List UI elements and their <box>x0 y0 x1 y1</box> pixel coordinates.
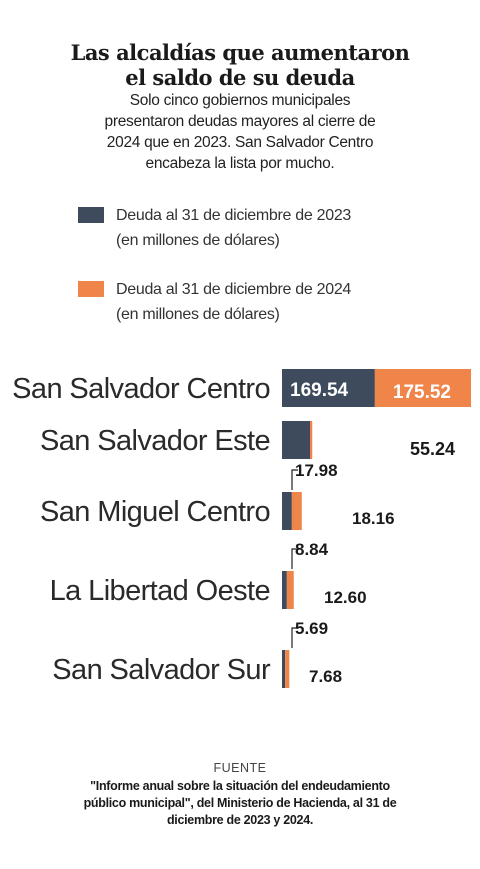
legend-label-2023: Deuda al 31 de diciembre de 2023 (en mil… <box>116 207 352 249</box>
value-label-2024-san-salvador-centro: 175.52 <box>393 382 451 403</box>
source-line-3: diciembre de 2023 y 2024. <box>166 813 314 827</box>
leader-line-2023-la-libertad-oeste <box>291 548 298 569</box>
chart-subtitle: Solo cinco gobiernos municipales present… <box>60 90 420 174</box>
bar-2023-san-salvador-sur <box>282 650 286 688</box>
category-label-la-libertad-oeste: La Libertad Oeste <box>50 575 270 607</box>
legend-label-2024: Deuda al 31 de diciembre de 2024 (en mil… <box>116 281 352 323</box>
chart-title: Las alcaldías que aumentaron el saldo de… <box>0 40 480 90</box>
category-label-san-miguel-centro: San Miguel Centro <box>40 496 270 528</box>
bar-2023-san-miguel-centro <box>282 492 292 530</box>
category-label-san-salvador-centro: San Salvador Centro <box>12 373 270 405</box>
subtitle-line-3: 2024 que en 2023. San Salvador Centro <box>106 134 374 151</box>
bar-2023-san-salvador-centro <box>282 369 375 407</box>
bar-2024-san-salvador-centro <box>374 369 472 407</box>
bar-2024-la-libertad-oeste <box>286 571 294 609</box>
bar-2023-san-salvador-este <box>282 421 310 459</box>
value-label-2024-san-salvador-este: 55.24 <box>410 439 455 459</box>
legend-swatch-2023 <box>78 207 104 223</box>
source-label: FUENTE <box>213 761 267 775</box>
bar-2024-san-salvador-sur <box>285 650 290 688</box>
value-label-2024-la-libertad-oeste: 12.60 <box>324 588 367 607</box>
legend-swatch-2024 <box>78 281 104 297</box>
value-label-2024-san-miguel-centro: 18.16 <box>352 509 395 528</box>
title-line-2: el saldo de su deuda <box>125 65 355 90</box>
category-label-san-salvador-sur: San Salvador Sur <box>52 654 271 686</box>
subtitle-line-4: encabeza la lista por mucho. <box>145 155 335 172</box>
category-label-san-salvador-este: San Salvador Este <box>40 425 270 457</box>
title-line-1: Las alcaldías que aumentaron <box>70 40 410 65</box>
overlap-label-san-salvador-este: 52. <box>315 432 341 453</box>
bar-2024-san-miguel-centro <box>291 492 302 530</box>
subtitle-line-1: Solo cinco gobiernos municipales <box>129 92 351 109</box>
value-label-2023-san-salvador-sur: 5.69 <box>295 619 328 638</box>
value-label-2023-san-miguel-centro: 17.98 <box>295 461 338 480</box>
source-line-1: "Informe anual sobre la situación del en… <box>90 779 390 793</box>
bar-2023-la-libertad-oeste <box>282 571 287 609</box>
value-label-2023-la-libertad-oeste: 8.84 <box>295 540 329 559</box>
value-label-2023-san-salvador-centro: 169.54 <box>290 380 349 401</box>
source-text: "Informe anual sobre la situación del en… <box>40 778 440 829</box>
source-line-2: público municipal", del Ministerio de Ha… <box>83 796 397 810</box>
subtitle-line-2: presentaron deudas mayores al cierre de <box>104 113 376 130</box>
leader-line-2023-san-miguel-centro <box>291 469 298 490</box>
value-label-2024-san-salvador-sur: 7.68 <box>309 667 342 686</box>
leader-line-2023-san-salvador-sur <box>291 627 298 648</box>
